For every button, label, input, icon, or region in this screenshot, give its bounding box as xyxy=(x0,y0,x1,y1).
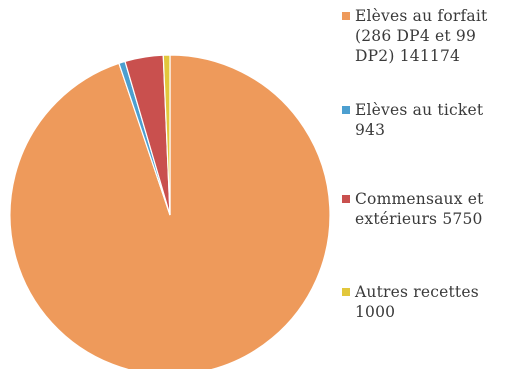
legend-item-autres: Autres recettes 1000 xyxy=(342,282,508,322)
legend-swatch-forfait xyxy=(342,12,350,20)
chart-legend: Elèves au forfait (286 DP4 et 99 DP2) 14… xyxy=(342,6,508,322)
legend-label-ticket: Elèves au ticket 943 xyxy=(355,101,484,139)
legend-label-autres: Autres recettes 1000 xyxy=(355,283,479,321)
legend-item-forfait: Elèves au forfait (286 DP4 et 99 DP2) 14… xyxy=(342,6,508,66)
legend-swatch-ticket xyxy=(342,106,350,114)
pie-slice-autres xyxy=(162,54,171,216)
legend-item-ticket: Elèves au ticket 943 xyxy=(342,100,508,140)
legend-label-commensaux: Commensaux et extérieurs 5750 xyxy=(355,190,484,228)
legend-item-commensaux: Commensaux et extérieurs 5750 xyxy=(342,189,508,229)
legend-swatch-commensaux xyxy=(342,195,350,203)
legend-label-forfait: Elèves au forfait (286 DP4 et 99 DP2) 14… xyxy=(355,7,488,65)
legend-swatch-autres xyxy=(342,288,350,296)
